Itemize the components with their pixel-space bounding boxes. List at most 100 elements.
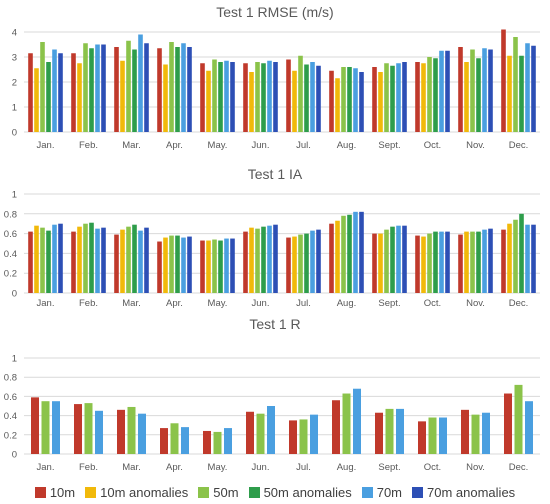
bar-50m-Apr (169, 235, 174, 293)
bar-70m-anomalies-Feb (101, 44, 106, 132)
y-tick-label: 0 (12, 450, 17, 461)
bar-10m-Jan (31, 397, 39, 454)
bar-10m-Jan (28, 53, 33, 132)
chart-panel-rmse: Test 1 RMSE (m/s) 0 1 2 3 4 Jan. Feb. Mar. Apr. M… (0, 0, 550, 162)
x-tick-label: Apr. (166, 140, 183, 151)
bar-70m-anomalies-Feb (101, 227, 106, 293)
y-tick-label: 0.2 (4, 430, 17, 441)
x-tick-label: Jan. (37, 298, 55, 309)
chart-title: Test 1 IA (247, 166, 303, 182)
bar-50m-Sept (385, 408, 394, 454)
bar-50m-Feb (83, 223, 88, 293)
legend-label: 10m anomalies (100, 484, 189, 500)
bar-10m-Jun (246, 411, 254, 454)
bar-70m-anomalies-Nov (488, 49, 493, 132)
bar-10m-anomalies-Aug (335, 220, 340, 293)
legend-swatch (248, 486, 260, 498)
bar-70m-anomalies-Apr (187, 47, 192, 132)
bar-10m-anomalies-Mar (120, 229, 125, 293)
x-tick-label: Sept. (378, 298, 400, 309)
bar-50m-anomalies-Jun (261, 226, 266, 293)
bar-50m-anomalies-Apr (175, 47, 180, 132)
bar-50m-anomalies-May (218, 240, 223, 293)
bar-70m-Mar (138, 34, 143, 132)
bar-50m-anomalies-Feb (89, 222, 94, 293)
bar-50m-Nov (470, 49, 475, 132)
y-tick-label: 0.4 (4, 249, 17, 260)
bar-50m-Jan (41, 401, 50, 454)
bar-50m-Nov (470, 231, 475, 293)
legend-label: 70m anomalies (427, 484, 516, 500)
bar-70m-May (224, 238, 229, 293)
bar-70m-Aug (353, 68, 358, 132)
bar-10m-Dec (501, 29, 506, 132)
y-tick-label: 4 (12, 28, 17, 39)
x-tick-label: May. (208, 462, 228, 473)
x-tick-label: Apr. (166, 462, 183, 473)
x-tick-label: Oct. (424, 298, 441, 309)
bar-70m-Feb (95, 410, 103, 454)
bar-10m-Jul (286, 237, 291, 293)
bar-10m-Mar (114, 234, 119, 293)
bar-10m-Aug (329, 223, 334, 293)
bar-10m-Dec (501, 229, 506, 293)
y-tick-label: 2 (12, 78, 17, 89)
chart-title: Test 1 R (249, 316, 301, 332)
bar-10m-Jan (28, 231, 33, 293)
y-tick-label: 3 (12, 53, 17, 64)
bar-70m-Jan (52, 401, 60, 454)
bar-70m-anomalies-Mar (144, 227, 149, 293)
bar-70m-Nov (482, 48, 487, 132)
bar-50m-anomalies-Dec (519, 55, 524, 132)
y-tick-label: 0.6 (4, 229, 17, 240)
bar-50m-anomalies-Nov (476, 231, 481, 293)
bar-10m-anomalies-Apr (163, 237, 168, 293)
bar-70m-Oct (439, 417, 447, 454)
bar-10m-anomalies-Jul (292, 236, 297, 293)
bar-50m-Oct (428, 417, 437, 454)
bar-50m-anomalies-Feb (89, 48, 94, 132)
bar-50m-Apr (170, 423, 179, 454)
x-tick-label: Jul. (296, 462, 311, 473)
bar-10m-Mar (114, 47, 119, 132)
bar-10m-Aug (329, 70, 334, 132)
x-tick-label: Sept. (378, 140, 400, 151)
bar-10m-anomalies-Oct (421, 63, 426, 132)
bar-50m-May (212, 59, 217, 132)
bar-70m-Jul (310, 414, 318, 454)
bar-50m-Nov (471, 414, 480, 454)
bar-50m-May (212, 239, 217, 293)
bar-10m-Jul (286, 59, 291, 132)
bar-10m-Nov (458, 47, 463, 132)
bar-70m-May (224, 428, 232, 454)
bar-50m-Jul (298, 55, 303, 132)
bar-70m-anomalies-Apr (187, 236, 192, 293)
r-bar-chart: 0 0.2 0.4 0.6 0.8 1 Jan. Feb. Mar. Apr. May. Jun. Ju… (4, 354, 540, 473)
bar-50m-anomalies-Aug (347, 214, 352, 293)
x-tick-label: Aug. (337, 298, 357, 309)
bar-10m-Aug (332, 400, 340, 454)
y-tick-label: 1 (12, 354, 17, 365)
bar-10m-Sept (372, 67, 377, 132)
bar-70m-Dec (525, 43, 530, 132)
bar-50m-Mar (126, 226, 131, 293)
bar-70m-anomalies-Jan (58, 53, 63, 132)
y-tick-label: 0 (12, 128, 17, 139)
bar-70m-anomalies-Oct (445, 50, 450, 132)
x-tick-label: Feb. (79, 140, 98, 151)
bar-50m-Dec (514, 384, 523, 454)
bar-10m-anomalies-Jan (34, 68, 39, 132)
bar-50m-anomalies-Jan (46, 62, 51, 132)
y-tick-label: 0.4 (4, 411, 17, 422)
legend-item-70m: 70m (361, 485, 402, 500)
bar-10m-anomalies-Aug (335, 78, 340, 132)
bar-50m-anomalies-Jul (304, 64, 309, 132)
x-tick-label: May. (208, 298, 228, 309)
x-tick-label: Feb. (79, 298, 98, 309)
bar-50m-anomalies-Sept (390, 226, 395, 293)
bar-50m-anomalies-Jan (46, 230, 51, 293)
bar-10m-anomalies-May (206, 240, 211, 293)
bar-10m-Feb (74, 404, 82, 454)
bar-50m-Jun (255, 62, 260, 132)
bar-10m-Feb (71, 231, 76, 293)
